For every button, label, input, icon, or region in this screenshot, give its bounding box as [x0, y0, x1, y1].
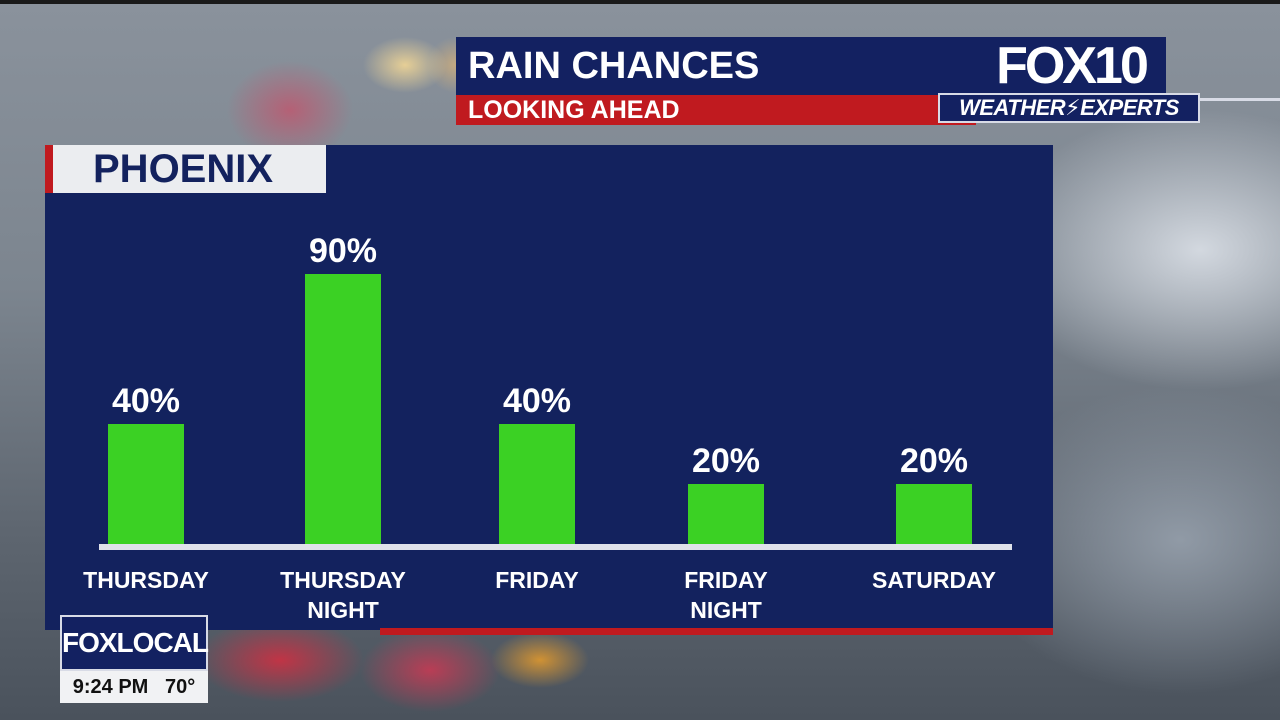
logo-rule — [1200, 98, 1280, 101]
city-label: PHOENIX — [45, 145, 326, 193]
bar-4 — [896, 484, 972, 544]
bar-value-label-0: 40% — [112, 382, 180, 420]
time-temp-bug: 9:24 PM 70° — [60, 671, 208, 703]
category-label-3-line-1: NIGHT — [690, 597, 762, 623]
panel-accent-bar — [380, 628, 1053, 635]
graphic-title: RAIN CHANCES — [456, 37, 976, 95]
bar-value-label-2: 40% — [503, 382, 571, 420]
current-temperature: 70° — [165, 676, 196, 698]
bar-value-label-4: 20% — [900, 442, 968, 480]
bar-2 — [499, 424, 575, 544]
category-label-2-line-0: FRIDAY — [495, 567, 579, 593]
category-label-3-line-0: FRIDAY — [684, 567, 768, 593]
bar-0 — [108, 424, 184, 544]
category-label-0-line-0: THURSDAY — [83, 567, 209, 593]
weather-experts-tag: WEATHER⚡EXPERTS — [938, 93, 1200, 123]
fox-local-logo: FOXLOCAL — [60, 615, 209, 671]
bar-3 — [688, 484, 764, 544]
bar-value-label-1: 90% — [309, 232, 377, 270]
clock-time: 9:24 PM — [72, 676, 149, 698]
category-label-1-line-0: THURSDAY — [280, 567, 406, 593]
bar-1 — [305, 274, 381, 544]
chart-baseline — [99, 544, 1012, 550]
category-label-4-line-0: SATURDAY — [872, 567, 996, 593]
category-label-1-line-1: NIGHT — [307, 597, 379, 623]
fox10-logo: FOX10 — [976, 37, 1166, 95]
bar-value-label-3: 20% — [692, 442, 760, 480]
top-border — [0, 0, 1280, 4]
graphic-subtitle: LOOKING AHEAD — [456, 95, 976, 125]
